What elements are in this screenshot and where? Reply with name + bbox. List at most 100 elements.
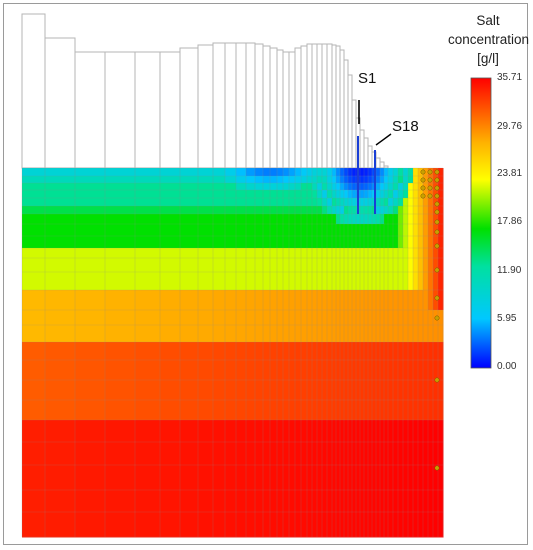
grid-cell [246,198,256,207]
grid-cell [336,258,341,273]
grid-cell [160,290,181,311]
grid-cell [438,490,444,513]
grid-cell [312,236,318,249]
grid-cell [22,183,46,191]
grid-cell [418,236,424,249]
grid-cell [317,248,323,259]
grid-cell [198,198,214,207]
grid-cell [336,168,341,177]
grid-cell [413,168,419,177]
grid-cell [348,310,353,326]
grid-cell [418,290,424,311]
grid-cell [246,190,256,199]
grid-cell [384,290,389,311]
grid-cell [340,198,345,207]
grid-cell [312,310,318,326]
upper-grid-cell [179,47,199,169]
grid-cell [263,420,271,443]
grid-cell [340,360,345,381]
grid-cell [352,236,357,249]
grid-cell [270,360,278,381]
grid-cell [213,236,226,249]
upper-grid-cells [21,13,389,169]
upper-grid-cell [331,44,337,169]
grid-cell [368,190,373,199]
grid-cell [327,342,333,361]
grid-cell [423,420,429,443]
grid-cell [340,380,345,401]
grid-cell [418,442,424,466]
boundary-node [434,229,440,235]
grid-cell [433,290,439,311]
grid-cell [246,176,256,184]
grid-cell [403,325,409,343]
grid-cell [398,190,404,199]
grid-cell [332,290,337,311]
grid-cell [348,380,353,401]
grid-cell [180,183,199,191]
grid-cell [283,380,290,401]
grid-cell [413,490,419,513]
grid-cell [307,420,313,443]
grid-cell [289,183,296,191]
legend-tick-label: 11.90 [497,265,522,276]
grid-cell [45,224,76,237]
grid-cell [428,325,434,343]
grid-cell [322,512,328,538]
grid-cell [372,465,377,491]
grid-cell [408,206,414,215]
grid-cell [408,512,414,538]
grid-cell [336,272,341,291]
grid-cell [270,465,278,491]
boundary-node [434,185,440,191]
grid-cell [393,190,399,199]
grid-cell [372,325,377,343]
grid-cell [336,420,341,443]
grid-cell [277,512,284,538]
grid-cell [255,400,264,421]
grid-cell [408,214,414,225]
grid-cell [423,190,429,199]
grid-cell [277,190,284,199]
grid-cell [160,176,181,184]
grid-cell [360,325,365,343]
grid-cell [438,380,444,401]
grid-cell [312,272,318,291]
grid-cell [327,360,333,381]
grid-cell [418,512,424,538]
grid-cell [376,258,381,273]
grid-cell [403,198,409,207]
upper-grid-cell [335,45,341,169]
grid-cell [270,490,278,513]
grid-cell [105,214,136,225]
grid-cell [22,214,46,225]
grid-cell [360,420,365,443]
grid-cell [160,342,181,361]
grid-cell [307,190,313,199]
grid-cell [45,248,76,259]
grid-cell [398,310,404,326]
grid-cell [263,258,271,273]
grid-cell [332,214,337,225]
grid-cell [283,325,290,343]
grid-cell [384,360,389,381]
grid-cell [75,310,106,326]
grid-cell [236,198,247,207]
grid-cell [295,258,302,273]
grid-cell [283,190,290,199]
grid-cell [376,400,381,421]
grid-cell [198,442,214,466]
grid-cell [45,290,76,311]
grid-cell [408,290,414,311]
grid-cell [423,512,429,538]
grid-cell [198,310,214,326]
grid-cell [423,442,429,466]
grid-cell [295,342,302,361]
grid-cell [160,198,181,207]
grid-cell [289,258,296,273]
grid-cell [270,258,278,273]
grid-cell [403,512,409,538]
grid-cell [438,176,444,184]
grid-cell [270,236,278,249]
grid-cell [225,310,237,326]
